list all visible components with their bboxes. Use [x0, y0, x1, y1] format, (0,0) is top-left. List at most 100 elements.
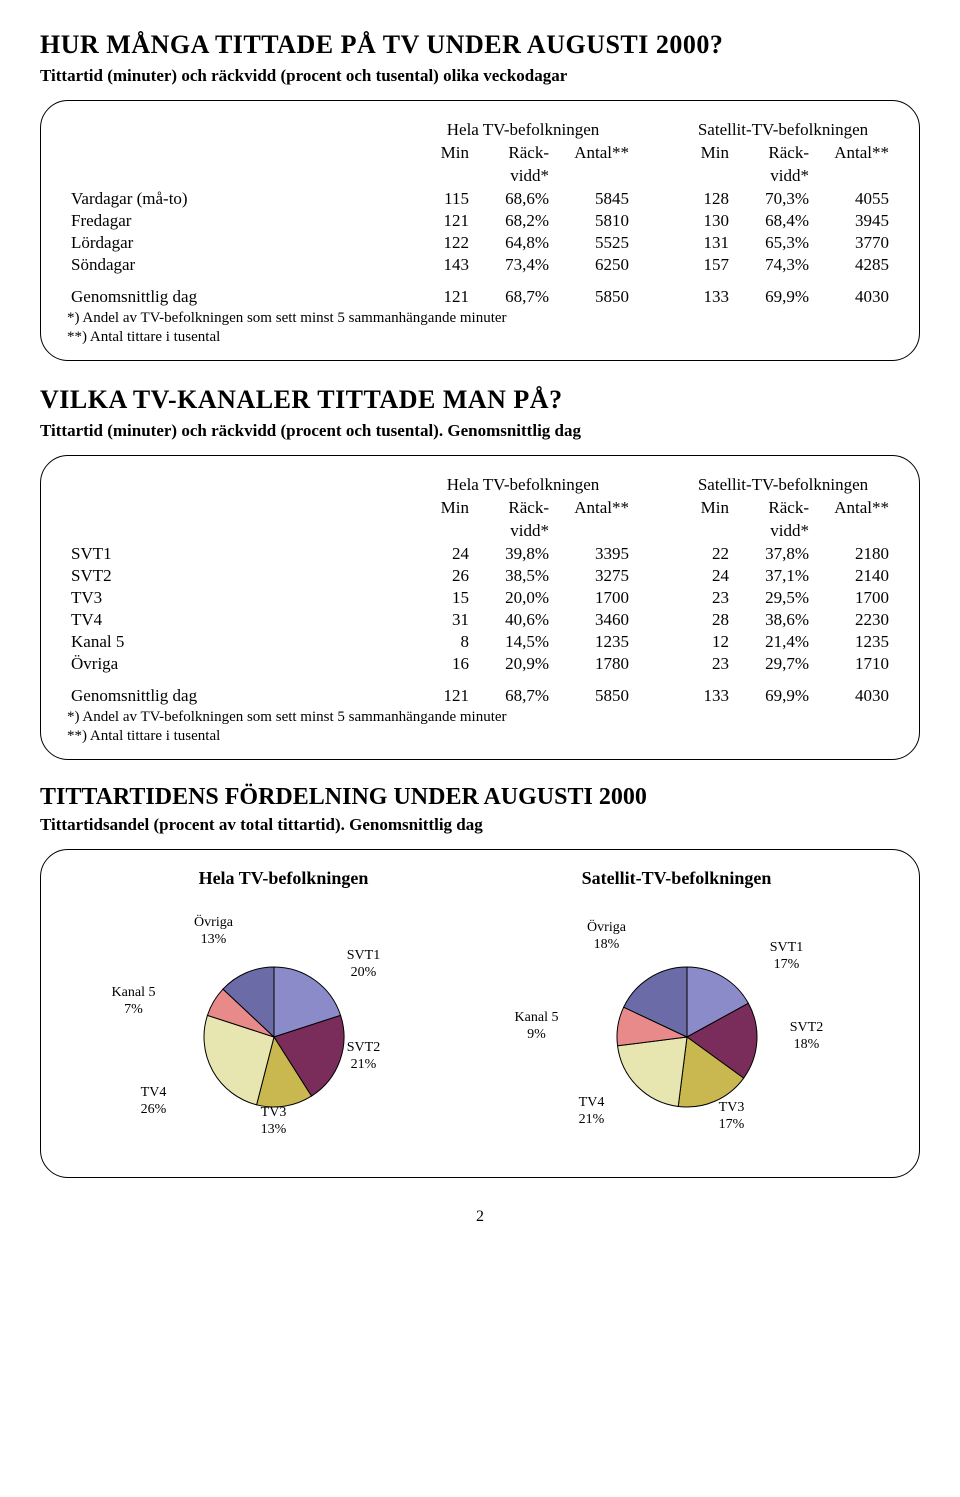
col-antal: Antal** [553, 142, 633, 165]
pie-label: Kanal 57% [112, 985, 156, 1019]
avg-label: Genomsnittlig dag [67, 685, 413, 707]
pie-label: TV317% [719, 1100, 745, 1134]
cell: 1700 [553, 587, 633, 609]
section3-subtitle: Tittartidsandel (procent av total tittar… [40, 815, 920, 835]
col-antal: Antal** [813, 142, 893, 165]
cell: 68,4% [733, 210, 813, 232]
cell: 1710 [813, 653, 893, 675]
table-row: Övriga1620,9%17802329,7%1710 [67, 653, 893, 675]
pie-chart-right: SVT117%SVT218%TV317%TV421%Kanal 59%Övrig… [497, 907, 877, 1147]
cell: 24 [673, 565, 733, 587]
section1-subtitle: Tittartid (minuter) och räckvidd (procen… [40, 66, 920, 86]
section1-title: HUR MÅNGA TITTADE PÅ TV UNDER AUGUSTI 20… [40, 30, 920, 60]
cell: 68,6% [473, 188, 553, 210]
pie-label: TV313% [261, 1105, 287, 1139]
col-min: Min [673, 142, 733, 165]
cell: 5850 [553, 286, 633, 308]
cell: 23 [673, 653, 733, 675]
cell: 3275 [553, 565, 633, 587]
chart-box: Hela TV-befolkningen Satellit-TV-befolkn… [40, 849, 920, 1178]
row-label: SVT1 [67, 543, 413, 565]
cell: 39,8% [473, 543, 553, 565]
col-rack: Räck- [733, 142, 813, 165]
cell: 73,4% [473, 254, 553, 276]
cell: 4285 [813, 254, 893, 276]
cell: 69,9% [733, 286, 813, 308]
table2-box: Hela TV-befolkningen Satellit-TV-befolkn… [40, 455, 920, 760]
cell: 68,7% [473, 286, 553, 308]
table-row: Kanal 5814,5%12351221,4%1235 [67, 631, 893, 653]
cell: 121 [413, 210, 473, 232]
row-label: Kanal 5 [67, 631, 413, 653]
row-label: Vardagar (må-to) [67, 188, 413, 210]
col-rack2: vidd* [473, 165, 553, 188]
table-weekdays: Hela TV-befolkningen Satellit-TV-befolkn… [67, 119, 893, 308]
cell: 5525 [553, 232, 633, 254]
cell: 6250 [553, 254, 633, 276]
cell: 1235 [813, 631, 893, 653]
cell: 37,8% [733, 543, 813, 565]
cell: 28 [673, 609, 733, 631]
cell: 20,9% [473, 653, 553, 675]
cell: 3395 [553, 543, 633, 565]
group-right: Satellit-TV-befolkningen [673, 119, 893, 142]
row-label: TV3 [67, 587, 413, 609]
table-row-avg: Genomsnittlig dag 121 68,7% 5850 133 69,… [67, 286, 893, 308]
table1-box: Hela TV-befolkningen Satellit-TV-befolkn… [40, 100, 920, 361]
cell: 143 [413, 254, 473, 276]
cell: 69,9% [733, 685, 813, 707]
pie-label: SVT218% [790, 1020, 823, 1054]
cell: 122 [413, 232, 473, 254]
footnote2: **) Antal tittare i tusental [67, 329, 893, 346]
row-label: Fredagar [67, 210, 413, 232]
cell: 4030 [813, 286, 893, 308]
pie-label: Övriga13% [194, 915, 233, 949]
cell: 68,7% [473, 685, 553, 707]
col-rack2: vidd* [733, 165, 813, 188]
cell: 23 [673, 587, 733, 609]
cell: 131 [673, 232, 733, 254]
cell: 40,6% [473, 609, 553, 631]
cell: 115 [413, 188, 473, 210]
cell: 121 [413, 286, 473, 308]
col-min: Min [673, 497, 733, 520]
cell: 121 [413, 685, 473, 707]
col-rack2: vidd* [733, 520, 813, 543]
row-label: Lördagar [67, 232, 413, 254]
table-row: TV31520,0%17002329,5%1700 [67, 587, 893, 609]
col-min: Min [413, 497, 473, 520]
table-row: Vardagar (må-to)11568,6%584512870,3%4055 [67, 188, 893, 210]
chart-header-left: Hela TV-befolkningen [87, 868, 480, 889]
pie-label: SVT117% [770, 940, 803, 974]
table-row: SVT12439,8%33952237,8%2180 [67, 543, 893, 565]
table-row: Lördagar12264,8%552513165,3%3770 [67, 232, 893, 254]
table-row: TV43140,6%34602838,6%2230 [67, 609, 893, 631]
table-row-avg: Genomsnittlig dag 121 68,7% 5850 133 69,… [67, 685, 893, 707]
col-rack2: vidd* [473, 520, 553, 543]
cell: 5850 [553, 685, 633, 707]
section3-title: TITTARTIDENS FÖRDELNING UNDER AUGUSTI 20… [40, 784, 920, 811]
col-antal: Antal** [553, 497, 633, 520]
cell: 4055 [813, 188, 893, 210]
table-row: Fredagar12168,2%581013068,4%3945 [67, 210, 893, 232]
pie-label: Övriga18% [587, 920, 626, 954]
cell: 1235 [553, 631, 633, 653]
pie-label: SVT221% [347, 1040, 380, 1074]
cell: 31 [413, 609, 473, 631]
col-rack: Räck- [733, 497, 813, 520]
cell: 2140 [813, 565, 893, 587]
cell: 26 [413, 565, 473, 587]
row-label: Söndagar [67, 254, 413, 276]
chart-header-right: Satellit-TV-befolkningen [480, 868, 873, 889]
table-channels: Hela TV-befolkningen Satellit-TV-befolkn… [67, 474, 893, 707]
cell: 5810 [553, 210, 633, 232]
cell: 128 [673, 188, 733, 210]
group-left: Hela TV-befolkningen [413, 474, 633, 497]
table-row: Söndagar14373,4%625015774,3%4285 [67, 254, 893, 276]
cell: 38,5% [473, 565, 553, 587]
cell: 133 [673, 286, 733, 308]
cell: 4030 [813, 685, 893, 707]
cell: 3770 [813, 232, 893, 254]
page-number: 2 [40, 1208, 920, 1226]
col-min: Min [413, 142, 473, 165]
